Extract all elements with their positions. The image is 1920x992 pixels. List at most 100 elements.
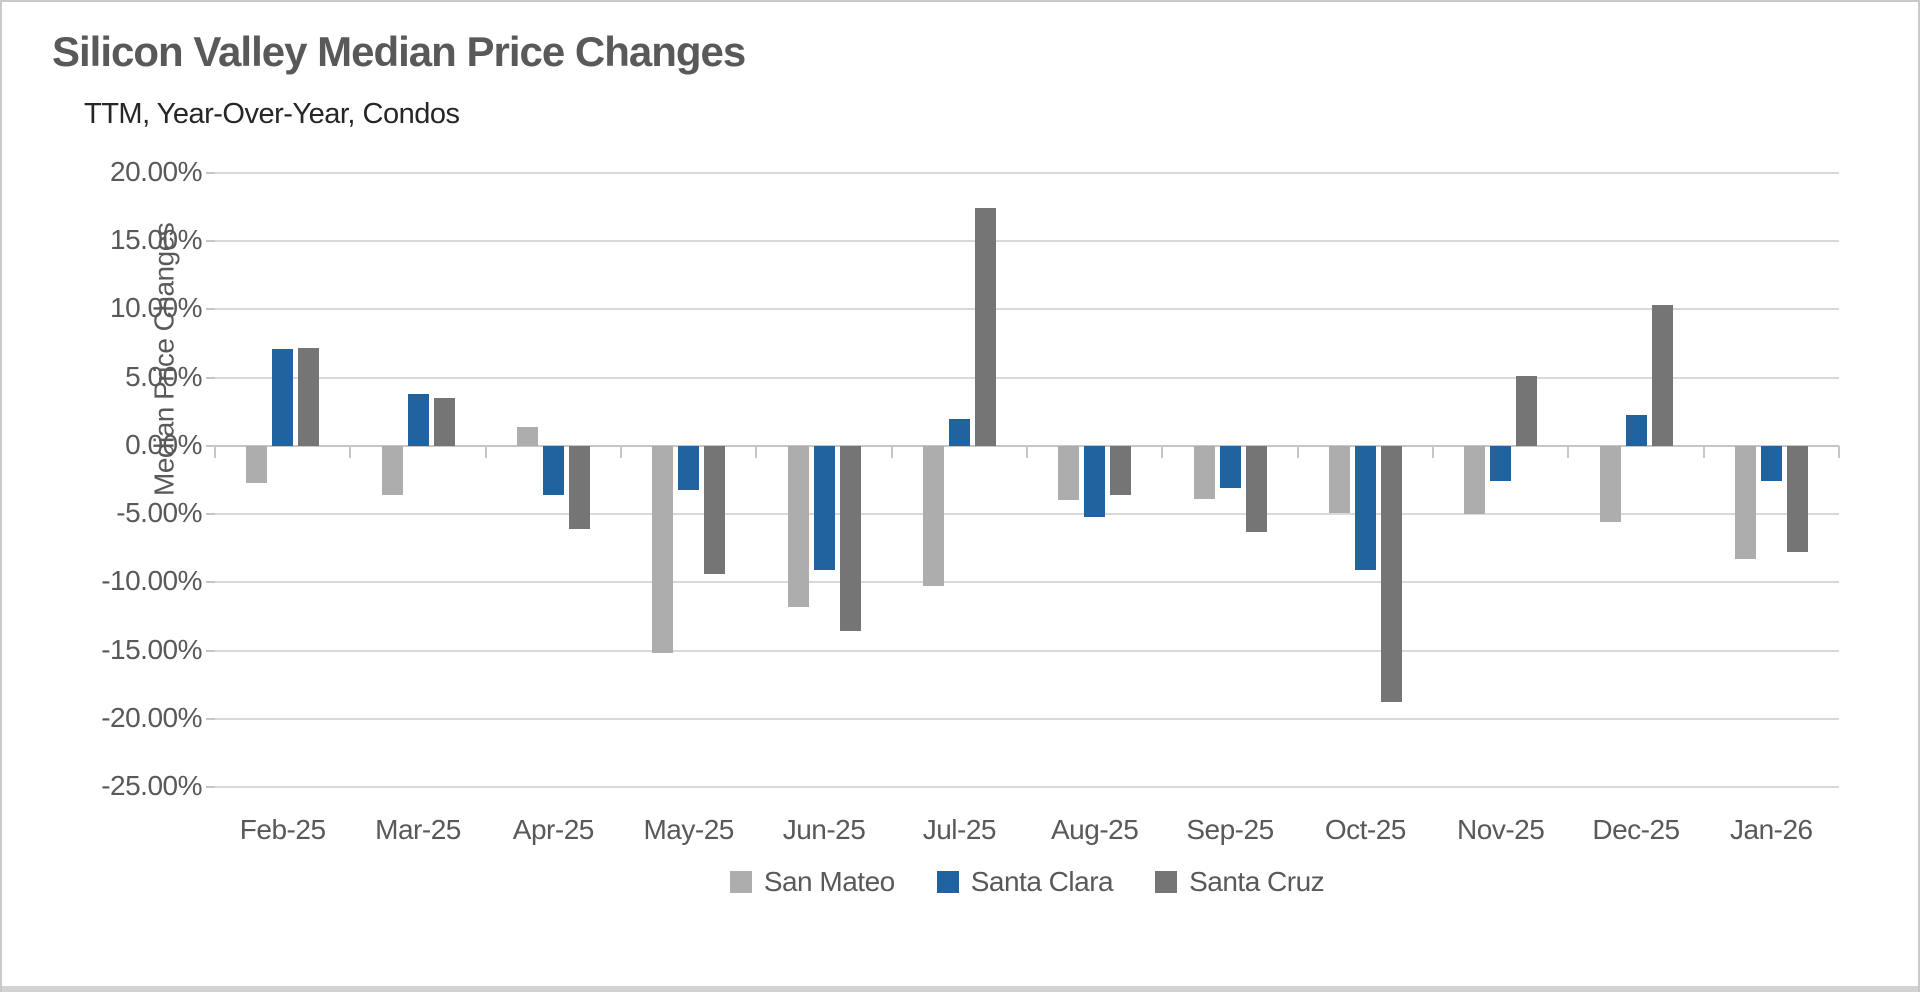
y-axis-tick-label: -10.00% xyxy=(101,565,202,597)
bar-san-mateo-apr-25[interactable] xyxy=(516,426,538,446)
y-axis-tick-label: -25.00% xyxy=(101,770,202,801)
bar-santa-clara-oct-25[interactable] xyxy=(1354,445,1376,571)
legend-item-san-mateo[interactable]: San Mateo xyxy=(729,866,895,898)
x-axis-tick-mark xyxy=(620,445,622,458)
bar-santa-clara-nov-25[interactable] xyxy=(1490,445,1512,482)
gridline xyxy=(215,786,1839,788)
chart-title: Silicon Valley Median Price Changes xyxy=(52,28,746,75)
bar-santa-cruz-jul-25[interactable] xyxy=(974,208,996,446)
x-axis-tick-mark xyxy=(214,445,216,458)
y-axis-tick-label: -5.00% xyxy=(116,497,202,529)
gridline xyxy=(215,376,1839,379)
x-axis-tick-label-oct-25: Oct-25 xyxy=(1324,814,1407,845)
y-axis-tick-mark xyxy=(206,376,215,379)
x-axis-tick-label-nov-25: Nov-25 xyxy=(1457,814,1545,845)
x-axis-tick-label-feb-25: Feb-25 xyxy=(239,814,326,845)
y-axis-tick-label: -15.00% xyxy=(101,633,202,665)
bar-santa-clara-dec-25[interactable] xyxy=(1625,414,1647,446)
bar-santa-clara-apr-25[interactable] xyxy=(542,445,564,495)
bar-san-mateo-feb-25[interactable] xyxy=(246,445,268,483)
x-axis-tick-label-aug-25: Aug-25 xyxy=(1051,814,1139,845)
x-axis-tick-label-mar-25: Mar-25 xyxy=(375,814,461,845)
x-axis-tick-mark xyxy=(349,445,352,458)
y-axis-tick-label: 0.00% xyxy=(125,428,202,460)
bar-santa-clara-may-25[interactable] xyxy=(678,445,700,490)
x-axis-tick-mark xyxy=(1702,445,1705,458)
bar-san-mateo-may-25[interactable] xyxy=(652,445,674,654)
x-axis-tick-label-dec-25: Dec-25 xyxy=(1592,814,1680,845)
legend-swatch-santa-cruz xyxy=(1155,871,1178,893)
bar-santa-cruz-jun-25[interactable] xyxy=(839,445,861,632)
y-axis-tick-label: 10.00% xyxy=(110,292,202,324)
gridline xyxy=(215,240,1839,243)
chart-subtitle: TTM, Year-Over-Year, Condos xyxy=(84,98,460,130)
y-axis-tick-label: 20.00% xyxy=(110,156,202,187)
y-axis-tick-mark xyxy=(206,308,215,311)
gridline xyxy=(215,513,1839,516)
bar-santa-clara-jun-25[interactable] xyxy=(813,445,835,571)
bar-santa-clara-feb-25[interactable] xyxy=(272,349,294,446)
bar-santa-cruz-dec-25[interactable] xyxy=(1651,305,1673,446)
gridline xyxy=(215,649,1839,652)
bar-santa-cruz-feb-25[interactable] xyxy=(298,347,320,446)
bar-santa-clara-sep-25[interactable] xyxy=(1219,445,1241,489)
x-axis-tick-mark xyxy=(1432,445,1434,458)
bar-santa-cruz-mar-25[interactable] xyxy=(433,398,455,446)
x-axis-tick-mark xyxy=(1296,445,1299,458)
bar-santa-cruz-oct-25[interactable] xyxy=(1380,445,1402,703)
y-axis-tick-mark xyxy=(206,513,215,516)
legend-swatch-san-mateo xyxy=(729,871,752,893)
bar-santa-cruz-aug-25[interactable] xyxy=(1110,445,1132,495)
bar-san-mateo-sep-25[interactable] xyxy=(1193,445,1215,500)
legend-item-santa-clara[interactable]: Santa Clara xyxy=(936,866,1114,898)
x-axis-tick-label-sep-25: Sep-25 xyxy=(1186,814,1274,845)
legend-label: Santa Clara xyxy=(970,866,1114,897)
y-axis-tick-label: -20.00% xyxy=(101,701,202,733)
x-axis-tick-mark xyxy=(1567,445,1570,458)
bar-san-mateo-jan-26[interactable] xyxy=(1734,445,1756,560)
bar-santa-clara-aug-25[interactable] xyxy=(1084,445,1106,517)
y-axis-tick-mark xyxy=(206,786,215,788)
bar-santa-cruz-nov-25[interactable] xyxy=(1516,376,1538,446)
bar-san-mateo-jun-25[interactable] xyxy=(787,445,809,607)
bar-san-mateo-dec-25[interactable] xyxy=(1599,445,1621,523)
legend-label: San Mateo xyxy=(763,866,895,897)
bar-san-mateo-jul-25[interactable] xyxy=(922,445,944,587)
bar-santa-clara-jan-26[interactable] xyxy=(1760,445,1782,482)
bar-san-mateo-mar-25[interactable] xyxy=(381,445,403,495)
plot-area xyxy=(215,172,1839,788)
x-axis-tick-mark xyxy=(1161,445,1164,458)
y-axis-tick-mark xyxy=(206,649,215,652)
legend-label: Santa Cruz xyxy=(1189,866,1325,897)
y-axis-tick-mark xyxy=(206,581,215,584)
window-bottom-edge xyxy=(2,986,1918,992)
bar-san-mateo-oct-25[interactable] xyxy=(1328,445,1350,513)
x-axis-tick-mark xyxy=(755,445,758,458)
chart-legend: San Mateo Santa Clara Santa Cruz xyxy=(215,862,1839,902)
x-axis-tick-label-may-25: May-25 xyxy=(643,814,734,845)
gridline xyxy=(215,308,1839,311)
x-axis-tick-mark xyxy=(890,445,893,458)
y-axis-tick-mark xyxy=(206,717,215,720)
y-axis-tick-mark xyxy=(206,172,215,174)
bar-santa-cruz-may-25[interactable] xyxy=(704,445,726,575)
legend-item-santa-cruz[interactable]: Santa Cruz xyxy=(1155,866,1325,898)
bar-san-mateo-aug-25[interactable] xyxy=(1058,445,1080,501)
gridline xyxy=(215,717,1839,720)
x-axis-tick-label-apr-25: Apr-25 xyxy=(512,814,595,845)
legend-swatch-santa-clara xyxy=(936,871,959,893)
bar-santa-cruz-jan-26[interactable] xyxy=(1786,445,1808,553)
x-axis-tick-label-jan-26: Jan-26 xyxy=(1730,814,1813,845)
bar-santa-cruz-sep-25[interactable] xyxy=(1245,445,1267,532)
bar-santa-cruz-apr-25[interactable] xyxy=(568,445,590,530)
gridline xyxy=(215,172,1839,174)
x-axis-tick-label-jul-25: Jul-25 xyxy=(922,814,997,845)
gridline xyxy=(215,581,1839,584)
x-axis-tick-mark xyxy=(484,445,487,458)
y-axis-tick-label: 15.00% xyxy=(110,224,202,256)
y-axis-tick-mark xyxy=(206,444,215,447)
bar-santa-clara-mar-25[interactable] xyxy=(407,394,429,446)
bar-san-mateo-nov-25[interactable] xyxy=(1464,445,1486,515)
bar-santa-clara-jul-25[interactable] xyxy=(948,418,970,446)
